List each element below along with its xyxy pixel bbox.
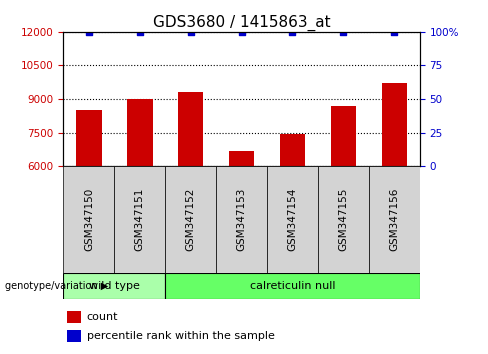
- Text: GSM347156: GSM347156: [389, 188, 399, 251]
- Point: [187, 29, 195, 35]
- Bar: [216, 166, 267, 273]
- Text: wild type: wild type: [89, 281, 140, 291]
- Text: GSM347153: GSM347153: [237, 188, 246, 251]
- Bar: [369, 166, 420, 273]
- Title: GDS3680 / 1415863_at: GDS3680 / 1415863_at: [153, 14, 330, 30]
- Text: genotype/variation ▶: genotype/variation ▶: [5, 281, 108, 291]
- Bar: [331, 106, 356, 166]
- Bar: [165, 166, 216, 273]
- Point: [288, 29, 296, 35]
- Text: count: count: [86, 312, 118, 322]
- Text: GSM347155: GSM347155: [338, 188, 348, 251]
- Text: GSM347152: GSM347152: [185, 188, 196, 251]
- Bar: [318, 166, 369, 273]
- Bar: [382, 84, 407, 166]
- Text: calreticulin null: calreticulin null: [250, 281, 335, 291]
- Bar: [229, 151, 254, 166]
- Text: GSM347150: GSM347150: [84, 188, 94, 251]
- Bar: [127, 99, 152, 166]
- Text: GSM347154: GSM347154: [287, 188, 298, 251]
- Bar: [63, 273, 165, 299]
- Bar: [63, 166, 114, 273]
- Bar: [178, 92, 203, 166]
- Point: [340, 29, 347, 35]
- Text: GSM347151: GSM347151: [135, 188, 145, 251]
- Text: percentile rank within the sample: percentile rank within the sample: [86, 331, 274, 341]
- Point: [390, 29, 398, 35]
- Point: [85, 29, 93, 35]
- Bar: [76, 110, 102, 166]
- Bar: [280, 134, 305, 166]
- Point: [136, 29, 143, 35]
- Bar: [67, 311, 81, 322]
- Bar: [67, 330, 81, 342]
- Bar: [267, 166, 318, 273]
- Point: [238, 29, 245, 35]
- Bar: [165, 273, 420, 299]
- Bar: [114, 166, 165, 273]
